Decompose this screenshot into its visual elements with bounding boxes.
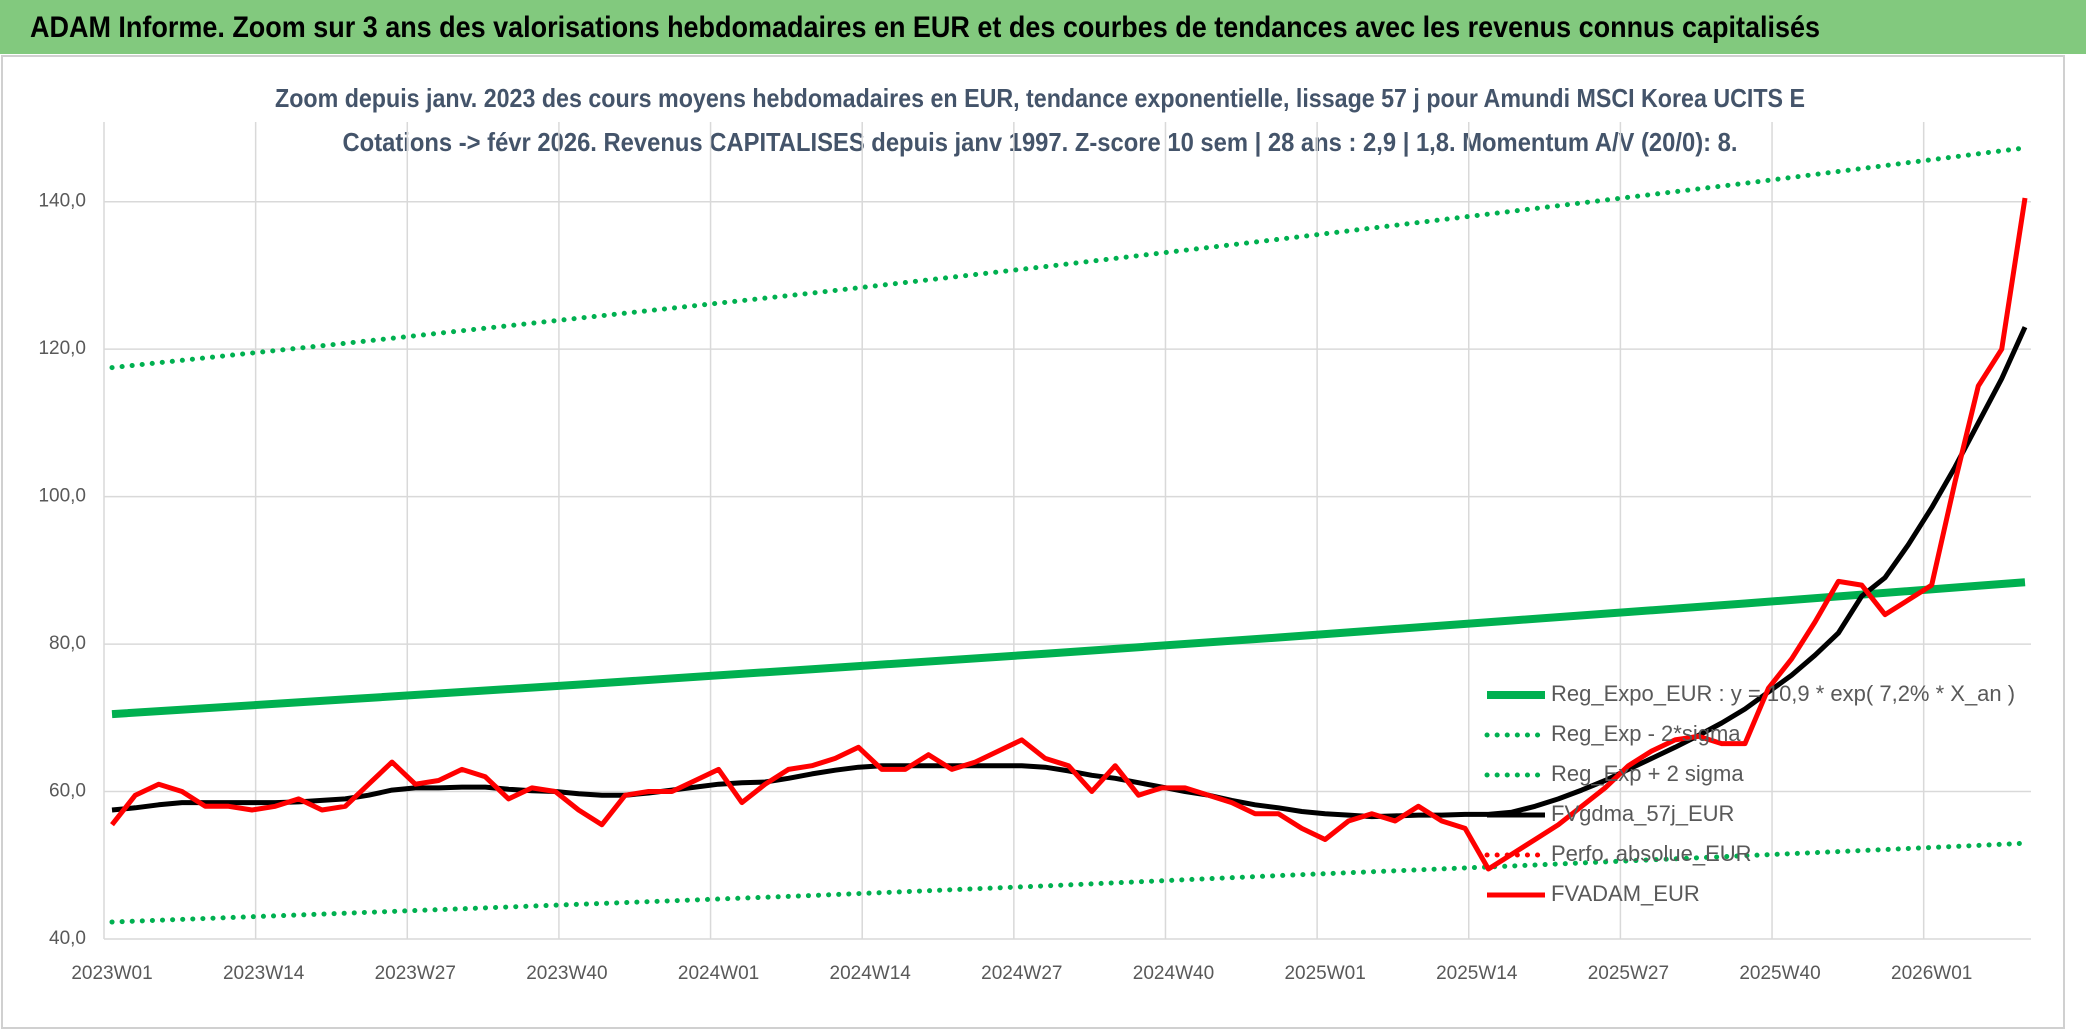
x-tick-label: 2025W27: [1588, 963, 1669, 984]
header-bar: [0, 0, 2086, 54]
series-line: [111, 326, 2028, 820]
legend-label: FVgdma_57j_EUR: [1551, 801, 1734, 826]
series-line: [109, 145, 2028, 371]
x-tick-label: 2025W40: [1739, 963, 1820, 984]
x-tick-label: 2023W27: [375, 963, 456, 984]
y-tick-label: 80,0: [49, 633, 86, 654]
legend-label: Perfo. absolue_EUR: [1551, 841, 1752, 866]
y-tick-label: 60,0: [49, 781, 86, 802]
chart-title: Zoom depuis janv. 2023 des cours moyens …: [275, 83, 1805, 113]
y-tick-label: 100,0: [38, 486, 86, 507]
y-tick-label: 140,0: [38, 191, 86, 212]
x-tick-label: 2025W01: [1284, 963, 1365, 984]
legend-label: FVADAM_EUR: [1551, 881, 1700, 906]
x-tick-label: 2025W14: [1436, 963, 1518, 984]
chart-subtitle: Cotations -> févr 2026. Revenus CAPITALI…: [343, 127, 1738, 157]
series-line: [110, 197, 2028, 872]
x-tick-label: 2024W27: [981, 963, 1062, 984]
legend-label: Reg_Expo_EUR : y = 10,9 * exp( 7,2% * X_…: [1551, 681, 2015, 706]
x-tick-label: 2023W14: [223, 963, 305, 984]
chart-frame: [1, 55, 2065, 1029]
x-tick-label: 2023W01: [71, 963, 152, 984]
y-tick-label: 40,0: [49, 928, 86, 949]
series-line: [109, 840, 2028, 925]
legend-label: Reg_Exp + 2 sigma: [1551, 761, 1744, 786]
legend-label: Reg_Exp - 2*sigma: [1551, 721, 1741, 746]
x-tick-label: 2026W01: [1891, 963, 1972, 984]
y-tick-label: 120,0: [38, 338, 86, 359]
x-tick-label: 2023W40: [526, 963, 607, 984]
x-tick-label: 2024W01: [678, 963, 759, 984]
x-tick-label: 2024W14: [830, 963, 912, 984]
header-title: ADAM Informe. Zoom sur 3 ans des valoris…: [30, 11, 1820, 44]
x-tick-label: 2024W40: [1133, 963, 1214, 984]
